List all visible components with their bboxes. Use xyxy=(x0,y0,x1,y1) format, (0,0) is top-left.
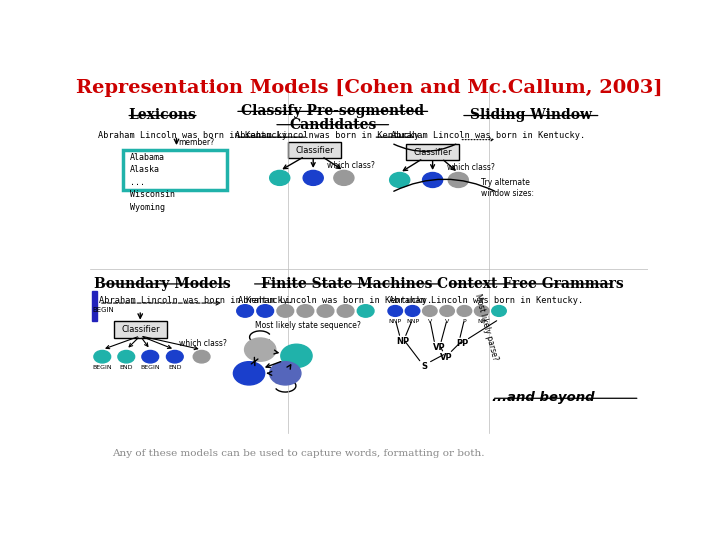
Text: S: S xyxy=(422,362,428,371)
Circle shape xyxy=(270,171,289,185)
Circle shape xyxy=(270,362,301,385)
Text: Most likely state sequence?: Most likely state sequence? xyxy=(255,321,361,329)
Circle shape xyxy=(334,171,354,185)
Circle shape xyxy=(193,350,210,363)
Text: Candidates: Candidates xyxy=(289,118,377,132)
Text: Try alternate
window sizes:: Try alternate window sizes: xyxy=(481,178,534,198)
Text: NNP: NNP xyxy=(406,319,419,324)
Text: which class?: which class? xyxy=(447,163,495,172)
Circle shape xyxy=(297,305,314,317)
Text: Context Free Grammars: Context Free Grammars xyxy=(438,277,624,291)
Bar xyxy=(92,292,96,321)
Text: Abraham Lincoln was born in Kentucky.: Abraham Lincoln was born in Kentucky. xyxy=(238,295,432,305)
Text: member?: member? xyxy=(178,138,215,147)
Text: Abraham Lincoln was born in Kentucky.: Abraham Lincoln was born in Kentucky. xyxy=(389,295,582,305)
Circle shape xyxy=(449,172,468,187)
Text: ...and beyond: ...and beyond xyxy=(492,391,595,404)
Text: NP: NP xyxy=(477,319,486,324)
Text: NP: NP xyxy=(396,337,409,346)
Circle shape xyxy=(281,344,312,368)
Text: Alabama
Alaska
...
Wisconsin
Wyoming: Alabama Alaska ... Wisconsin Wyoming xyxy=(130,153,175,212)
Text: END: END xyxy=(168,365,181,370)
Circle shape xyxy=(166,350,183,363)
Text: was born in Kentucky.: was born in Kentucky. xyxy=(310,131,425,140)
Circle shape xyxy=(233,362,265,385)
Circle shape xyxy=(245,338,276,361)
Text: Classifier: Classifier xyxy=(413,147,452,157)
Text: BEGIN: BEGIN xyxy=(92,365,112,370)
Text: Abraham Lincoln was born in Kentucky.: Abraham Lincoln was born in Kentucky. xyxy=(392,131,585,140)
Circle shape xyxy=(237,305,253,317)
FancyBboxPatch shape xyxy=(406,144,459,160)
Text: Lexicons: Lexicons xyxy=(129,109,197,123)
Text: VP: VP xyxy=(433,343,446,353)
Circle shape xyxy=(142,350,158,363)
Text: P: P xyxy=(463,319,467,324)
Circle shape xyxy=(317,305,334,317)
Text: Finite State Machines: Finite State Machines xyxy=(261,277,433,291)
Circle shape xyxy=(492,306,506,316)
Text: Classifier: Classifier xyxy=(295,146,334,154)
Text: Sliding Window: Sliding Window xyxy=(470,109,592,123)
FancyBboxPatch shape xyxy=(114,321,167,338)
Circle shape xyxy=(277,305,294,317)
Circle shape xyxy=(440,306,454,316)
Text: V: V xyxy=(445,319,449,324)
Circle shape xyxy=(474,306,489,316)
Circle shape xyxy=(303,171,323,185)
Text: BEGIN: BEGIN xyxy=(140,365,160,370)
Text: Most likely parse?: Most likely parse? xyxy=(473,292,500,361)
Text: Abraham Lincoln: Abraham Lincoln xyxy=(235,131,314,140)
Circle shape xyxy=(423,172,443,187)
Circle shape xyxy=(118,350,135,363)
Text: Abraham Lincoln was born in Kentucky.: Abraham Lincoln was born in Kentucky. xyxy=(99,295,293,305)
Circle shape xyxy=(423,306,437,316)
Circle shape xyxy=(357,305,374,317)
Circle shape xyxy=(94,350,111,363)
Circle shape xyxy=(457,306,472,316)
FancyBboxPatch shape xyxy=(124,150,227,190)
FancyBboxPatch shape xyxy=(288,141,341,158)
Circle shape xyxy=(257,305,274,317)
Text: Classifier: Classifier xyxy=(121,325,160,334)
Text: V: V xyxy=(428,319,432,324)
Text: PP: PP xyxy=(456,339,469,348)
Text: BEGIN: BEGIN xyxy=(92,307,114,313)
Circle shape xyxy=(405,306,420,316)
Circle shape xyxy=(337,305,354,317)
Text: which class?: which class? xyxy=(327,161,375,170)
Text: Representation Models [Cohen and Mc.Callum, 2003]: Representation Models [Cohen and Mc.Call… xyxy=(76,79,662,97)
Circle shape xyxy=(388,306,402,316)
Text: Boundary Models: Boundary Models xyxy=(94,277,231,291)
Text: VP: VP xyxy=(440,353,452,362)
Text: Classify Pre-segmented: Classify Pre-segmented xyxy=(241,104,424,118)
Circle shape xyxy=(390,172,410,187)
Text: Any of these models can be used to capture words, formatting or both.: Any of these models can be used to captu… xyxy=(112,449,485,458)
Text: END: END xyxy=(120,365,133,370)
Text: which class?: which class? xyxy=(179,339,227,348)
Text: NNP: NNP xyxy=(389,319,402,324)
Text: Abraham Lincoln was born in Kentucky .: Abraham Lincoln was born in Kentucky . xyxy=(99,131,298,140)
